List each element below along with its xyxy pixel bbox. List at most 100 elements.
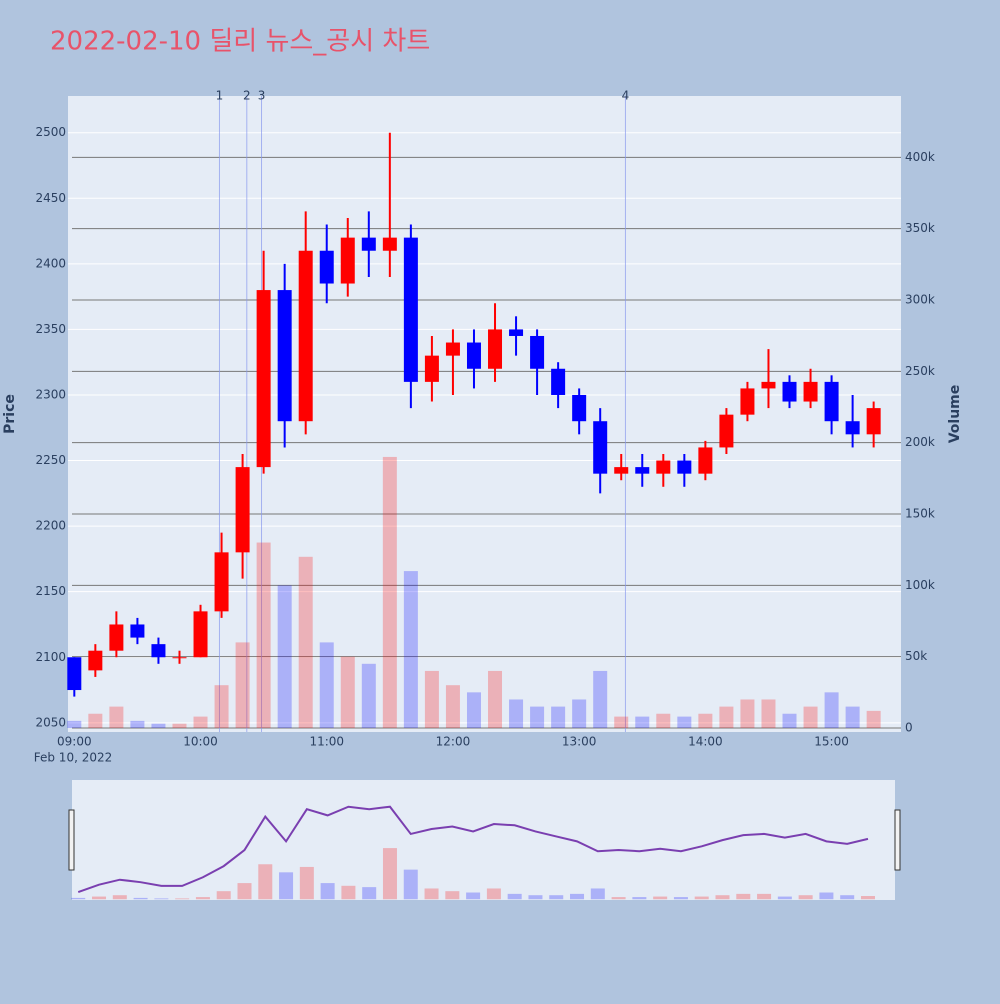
y2-tick-label: 400k [905,150,935,164]
annotation-label: 3 [258,89,266,103]
volume-bar [803,706,818,729]
mini-volume-bar [424,888,439,900]
mini-volume-bar [112,895,127,900]
mini-volume-bar [133,897,148,900]
mini-volume-bar [777,896,792,900]
mini-volume-bar [258,864,273,900]
x-tick-label: 15:00 [814,735,849,749]
candle-body [382,237,397,251]
volume-bar [424,670,439,729]
mini-volume-bar [611,897,626,900]
mini-volume-bar [195,897,210,900]
y2-tick-label: 0 [905,721,913,735]
volume-bar [172,723,187,729]
candle-body [677,460,692,474]
volume-bar [698,713,713,729]
candle-body [782,381,797,402]
mini-volume-bar [362,887,377,900]
candle-body [824,381,839,422]
volume-bar [277,585,292,729]
range-slider[interactable] [72,780,895,900]
mini-volume-bar [528,895,543,900]
mini-volume-bar [632,897,647,900]
volume-bar [319,642,334,729]
mini-close-line [77,805,869,894]
candle-body [593,421,608,474]
volume-bar [488,670,503,729]
volume-bar [382,456,397,729]
candle-body [193,611,208,658]
volume-bar [761,699,776,729]
candle-body [466,342,481,369]
candle-body [803,381,818,402]
y-tick-label: 2250 [35,453,66,467]
candle-body [761,381,776,389]
volume-bar [445,685,460,729]
candle-body [403,237,418,382]
mini-volume-bar [154,898,169,900]
x-tick-label: 14:00 [688,735,723,749]
volume-bar [109,706,124,729]
candle-body [214,552,229,612]
y-tick-label: 2150 [35,584,66,598]
x-tick-label: 12:00 [436,735,471,749]
candle-body [130,624,145,638]
chart-title: 2022-02-10 딜리 뉴스_공시 차트 [50,27,430,57]
mini-volume-bar [590,888,605,900]
y2-tick-label: 50k [905,649,927,663]
mini-volume-bar [860,896,875,900]
volume-bar [719,706,734,729]
y-tick-label: 2350 [35,322,66,336]
y-tick-label: 2300 [35,387,66,401]
candle-body [67,657,82,691]
mini-volume-bar [653,896,668,900]
volume-bar [67,720,82,729]
candle-body [866,408,881,435]
volume-bar [656,713,671,729]
y2-tick-label: 250k [905,364,935,378]
volume-bar [572,699,587,729]
y-tick-label: 2400 [35,256,66,270]
slider-handle[interactable] [68,809,75,871]
volume-bar [677,716,692,729]
volume-bar [214,685,229,729]
volume-bar [593,670,608,729]
mini-volume-bar [486,888,501,900]
candle-body [551,368,566,395]
candle-body [740,388,755,415]
y2-tick-label: 350k [905,221,935,235]
candle-body [88,650,103,671]
mini-volume-bar [71,897,86,900]
volume-bar [298,556,313,729]
y-tick-label: 2450 [35,191,66,205]
candle-body [698,447,713,474]
volume-bar [824,692,839,729]
slider-handle[interactable] [894,809,901,871]
volume-bar [740,699,755,729]
mini-volume-bar [798,895,813,900]
x-tick-label: 10:00 [183,735,218,749]
mini-volume-bar [279,872,294,900]
mini-volume-bar [507,893,522,900]
candle-body [509,329,524,336]
candle-body [361,237,376,251]
mini-volume-bar [673,897,688,900]
mini-volume-bar [736,893,751,900]
x-tick-label: 13:00 [562,735,597,749]
x-tick-label: 11:00 [309,735,344,749]
candle-body [635,467,650,474]
volume-bar [530,706,545,729]
y2-tick-label: 150k [905,507,935,521]
mini-volume-bar [175,898,190,900]
candle-body [445,342,460,356]
y-axis-title: Price [2,394,18,434]
volume-bar [635,716,650,729]
candle-body [845,421,860,435]
mini-volume-bar [92,896,107,900]
volume-bar [509,699,524,729]
mini-volume-bar [715,895,730,900]
annotation-label: 1 [216,89,224,103]
mini-volume-bar [403,869,418,900]
volume-bar [866,710,881,729]
